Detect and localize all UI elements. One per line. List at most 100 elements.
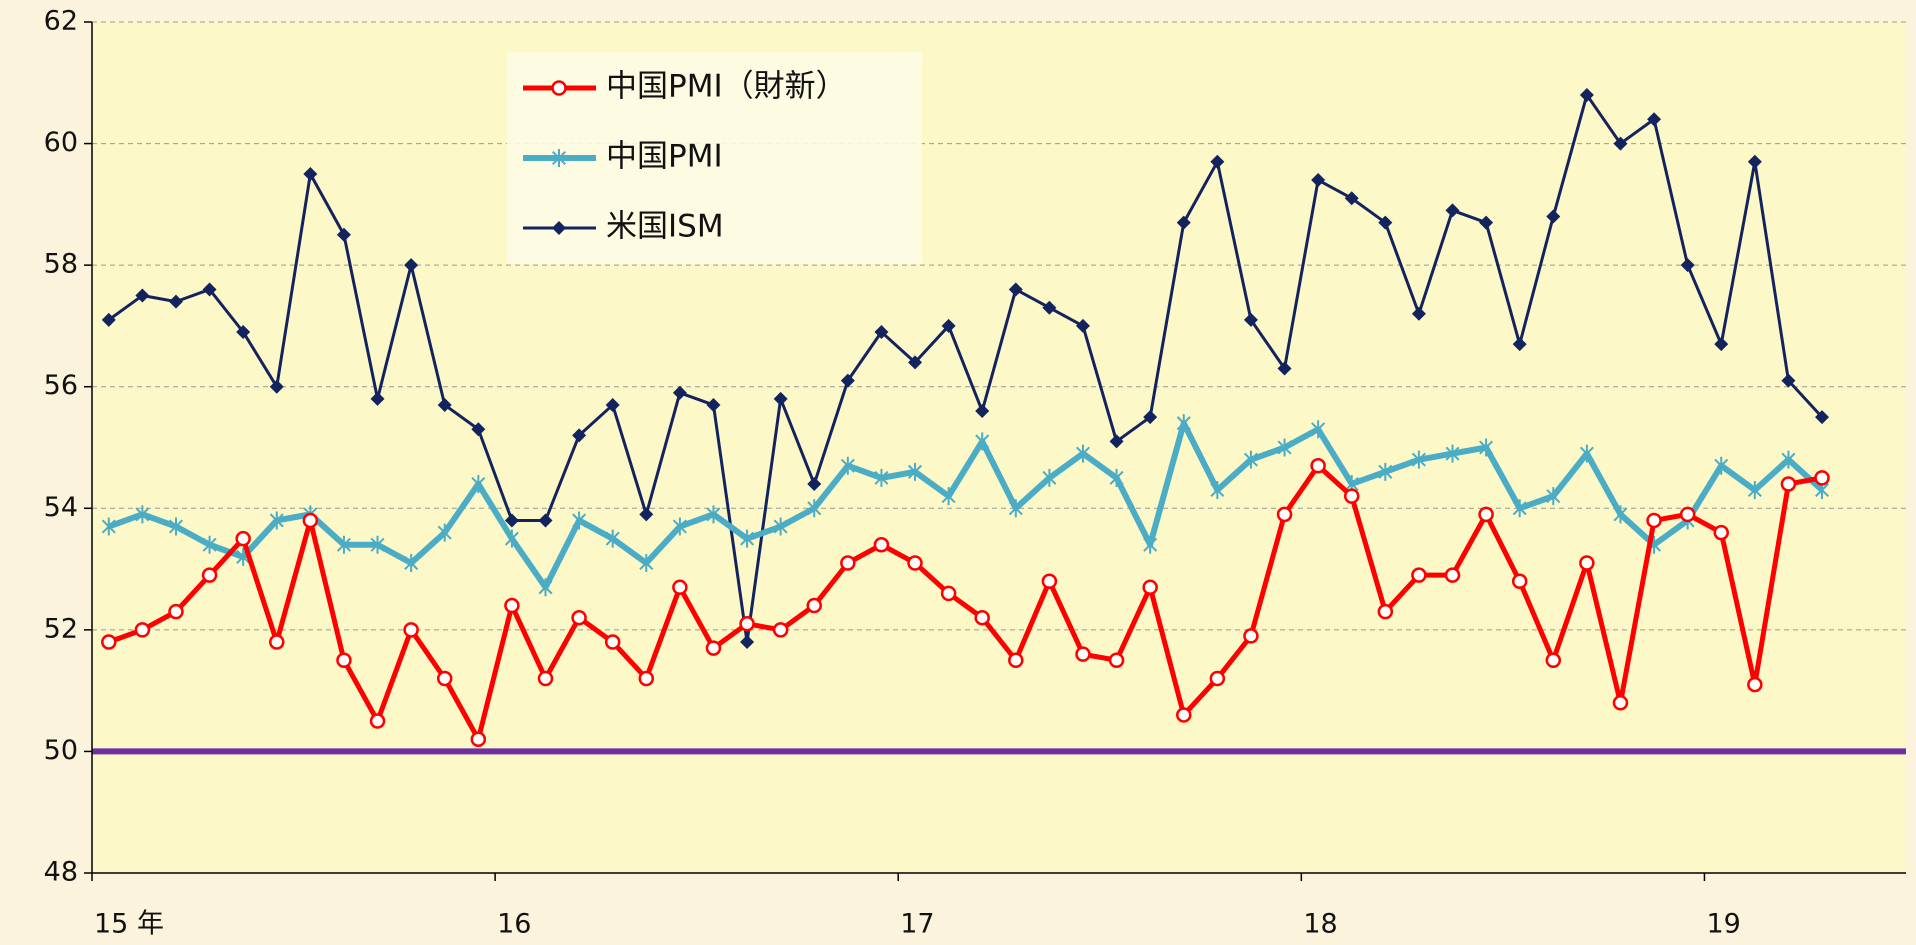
- marker: [941, 487, 956, 506]
- marker: [1176, 414, 1191, 433]
- marker: [1343, 488, 1360, 504]
- marker: [1479, 438, 1494, 457]
- marker: [1613, 505, 1628, 524]
- y-tick-label: 62: [44, 6, 78, 37]
- marker: [1613, 136, 1628, 151]
- marker: [605, 397, 620, 412]
- marker: [269, 379, 284, 394]
- marker: [772, 622, 789, 638]
- marker: [134, 622, 151, 638]
- marker: [370, 391, 385, 406]
- marker: [672, 517, 687, 536]
- marker: [1714, 456, 1729, 475]
- marker: [202, 282, 217, 297]
- marker: [1647, 112, 1662, 127]
- plot-background: [92, 22, 1906, 873]
- marker: [1411, 567, 1427, 583]
- marker: [1612, 695, 1629, 711]
- series-line: [107, 93, 1824, 644]
- marker: [135, 505, 150, 524]
- marker: [1209, 670, 1226, 687]
- y-tick-label: 56: [44, 370, 78, 401]
- marker: [370, 535, 385, 554]
- marker: [336, 652, 352, 668]
- y-tick-label: 52: [44, 613, 78, 644]
- marker: [538, 578, 553, 597]
- marker: [1042, 468, 1057, 487]
- marker: [1276, 506, 1293, 523]
- marker: [941, 318, 956, 333]
- marker: [840, 373, 855, 388]
- marker: [168, 603, 184, 620]
- marker: [1512, 499, 1527, 518]
- marker: [572, 428, 587, 443]
- marker: [1243, 312, 1258, 327]
- marker: [1041, 573, 1058, 589]
- marker: [336, 227, 351, 242]
- x-tick-label: 18: [1303, 909, 1337, 940]
- marker: [1377, 603, 1394, 620]
- marker: [1479, 215, 1494, 230]
- marker: [1411, 306, 1426, 321]
- marker: [551, 80, 567, 96]
- marker: [975, 404, 990, 419]
- marker: [908, 462, 923, 481]
- marker: [672, 385, 687, 400]
- marker: [706, 397, 721, 412]
- marker: [639, 553, 654, 572]
- marker: [672, 579, 688, 596]
- marker: [235, 530, 251, 547]
- marker: [168, 294, 183, 309]
- marker: [1143, 535, 1158, 554]
- series: [101, 457, 1830, 748]
- marker: [537, 670, 554, 687]
- marker: [135, 288, 150, 303]
- marker: [1478, 506, 1494, 523]
- marker: [1679, 506, 1696, 523]
- marker: [1680, 258, 1695, 273]
- marker: [101, 312, 116, 327]
- marker: [705, 640, 722, 656]
- marker: [873, 537, 890, 553]
- marker: [773, 517, 788, 536]
- x-tick-label: 17: [900, 909, 934, 940]
- legend-label: 中国PMI: [606, 139, 723, 175]
- marker: [604, 634, 621, 650]
- marker: [403, 622, 419, 638]
- marker: [1713, 524, 1729, 541]
- marker: [504, 529, 519, 548]
- marker: [1545, 652, 1562, 668]
- marker: [1210, 481, 1225, 500]
- marker: [740, 529, 755, 548]
- marker: [1008, 282, 1023, 297]
- marker: [436, 670, 453, 687]
- marker: [1075, 646, 1091, 662]
- marker: [404, 553, 419, 572]
- marker: [874, 325, 889, 340]
- marker: [1008, 652, 1024, 668]
- marker: [1579, 444, 1594, 463]
- marker: [269, 634, 285, 650]
- marker: [1210, 154, 1225, 169]
- y-tick-label: 60: [44, 127, 78, 158]
- marker: [1445, 203, 1460, 218]
- marker: [1277, 361, 1292, 376]
- marker: [1143, 410, 1158, 425]
- marker: [1646, 512, 1662, 529]
- marker: [269, 511, 284, 530]
- marker: [1008, 499, 1023, 518]
- y-tick-label: 50: [44, 735, 78, 766]
- series-line: [107, 463, 1823, 742]
- marker: [404, 258, 419, 273]
- marker: [840, 456, 855, 475]
- marker: [1075, 444, 1090, 463]
- marker: [1311, 420, 1326, 439]
- marker: [504, 513, 519, 528]
- marker: [807, 476, 822, 491]
- marker: [1781, 450, 1796, 469]
- marker: [1747, 154, 1762, 169]
- marker: [302, 512, 319, 529]
- marker: [437, 523, 452, 542]
- legend: 中国PMI（財新） 中国PMI 米国ISM: [507, 52, 922, 264]
